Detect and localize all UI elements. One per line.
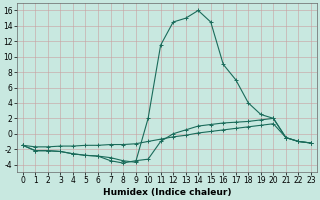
X-axis label: Humidex (Indice chaleur): Humidex (Indice chaleur) (103, 188, 231, 197)
